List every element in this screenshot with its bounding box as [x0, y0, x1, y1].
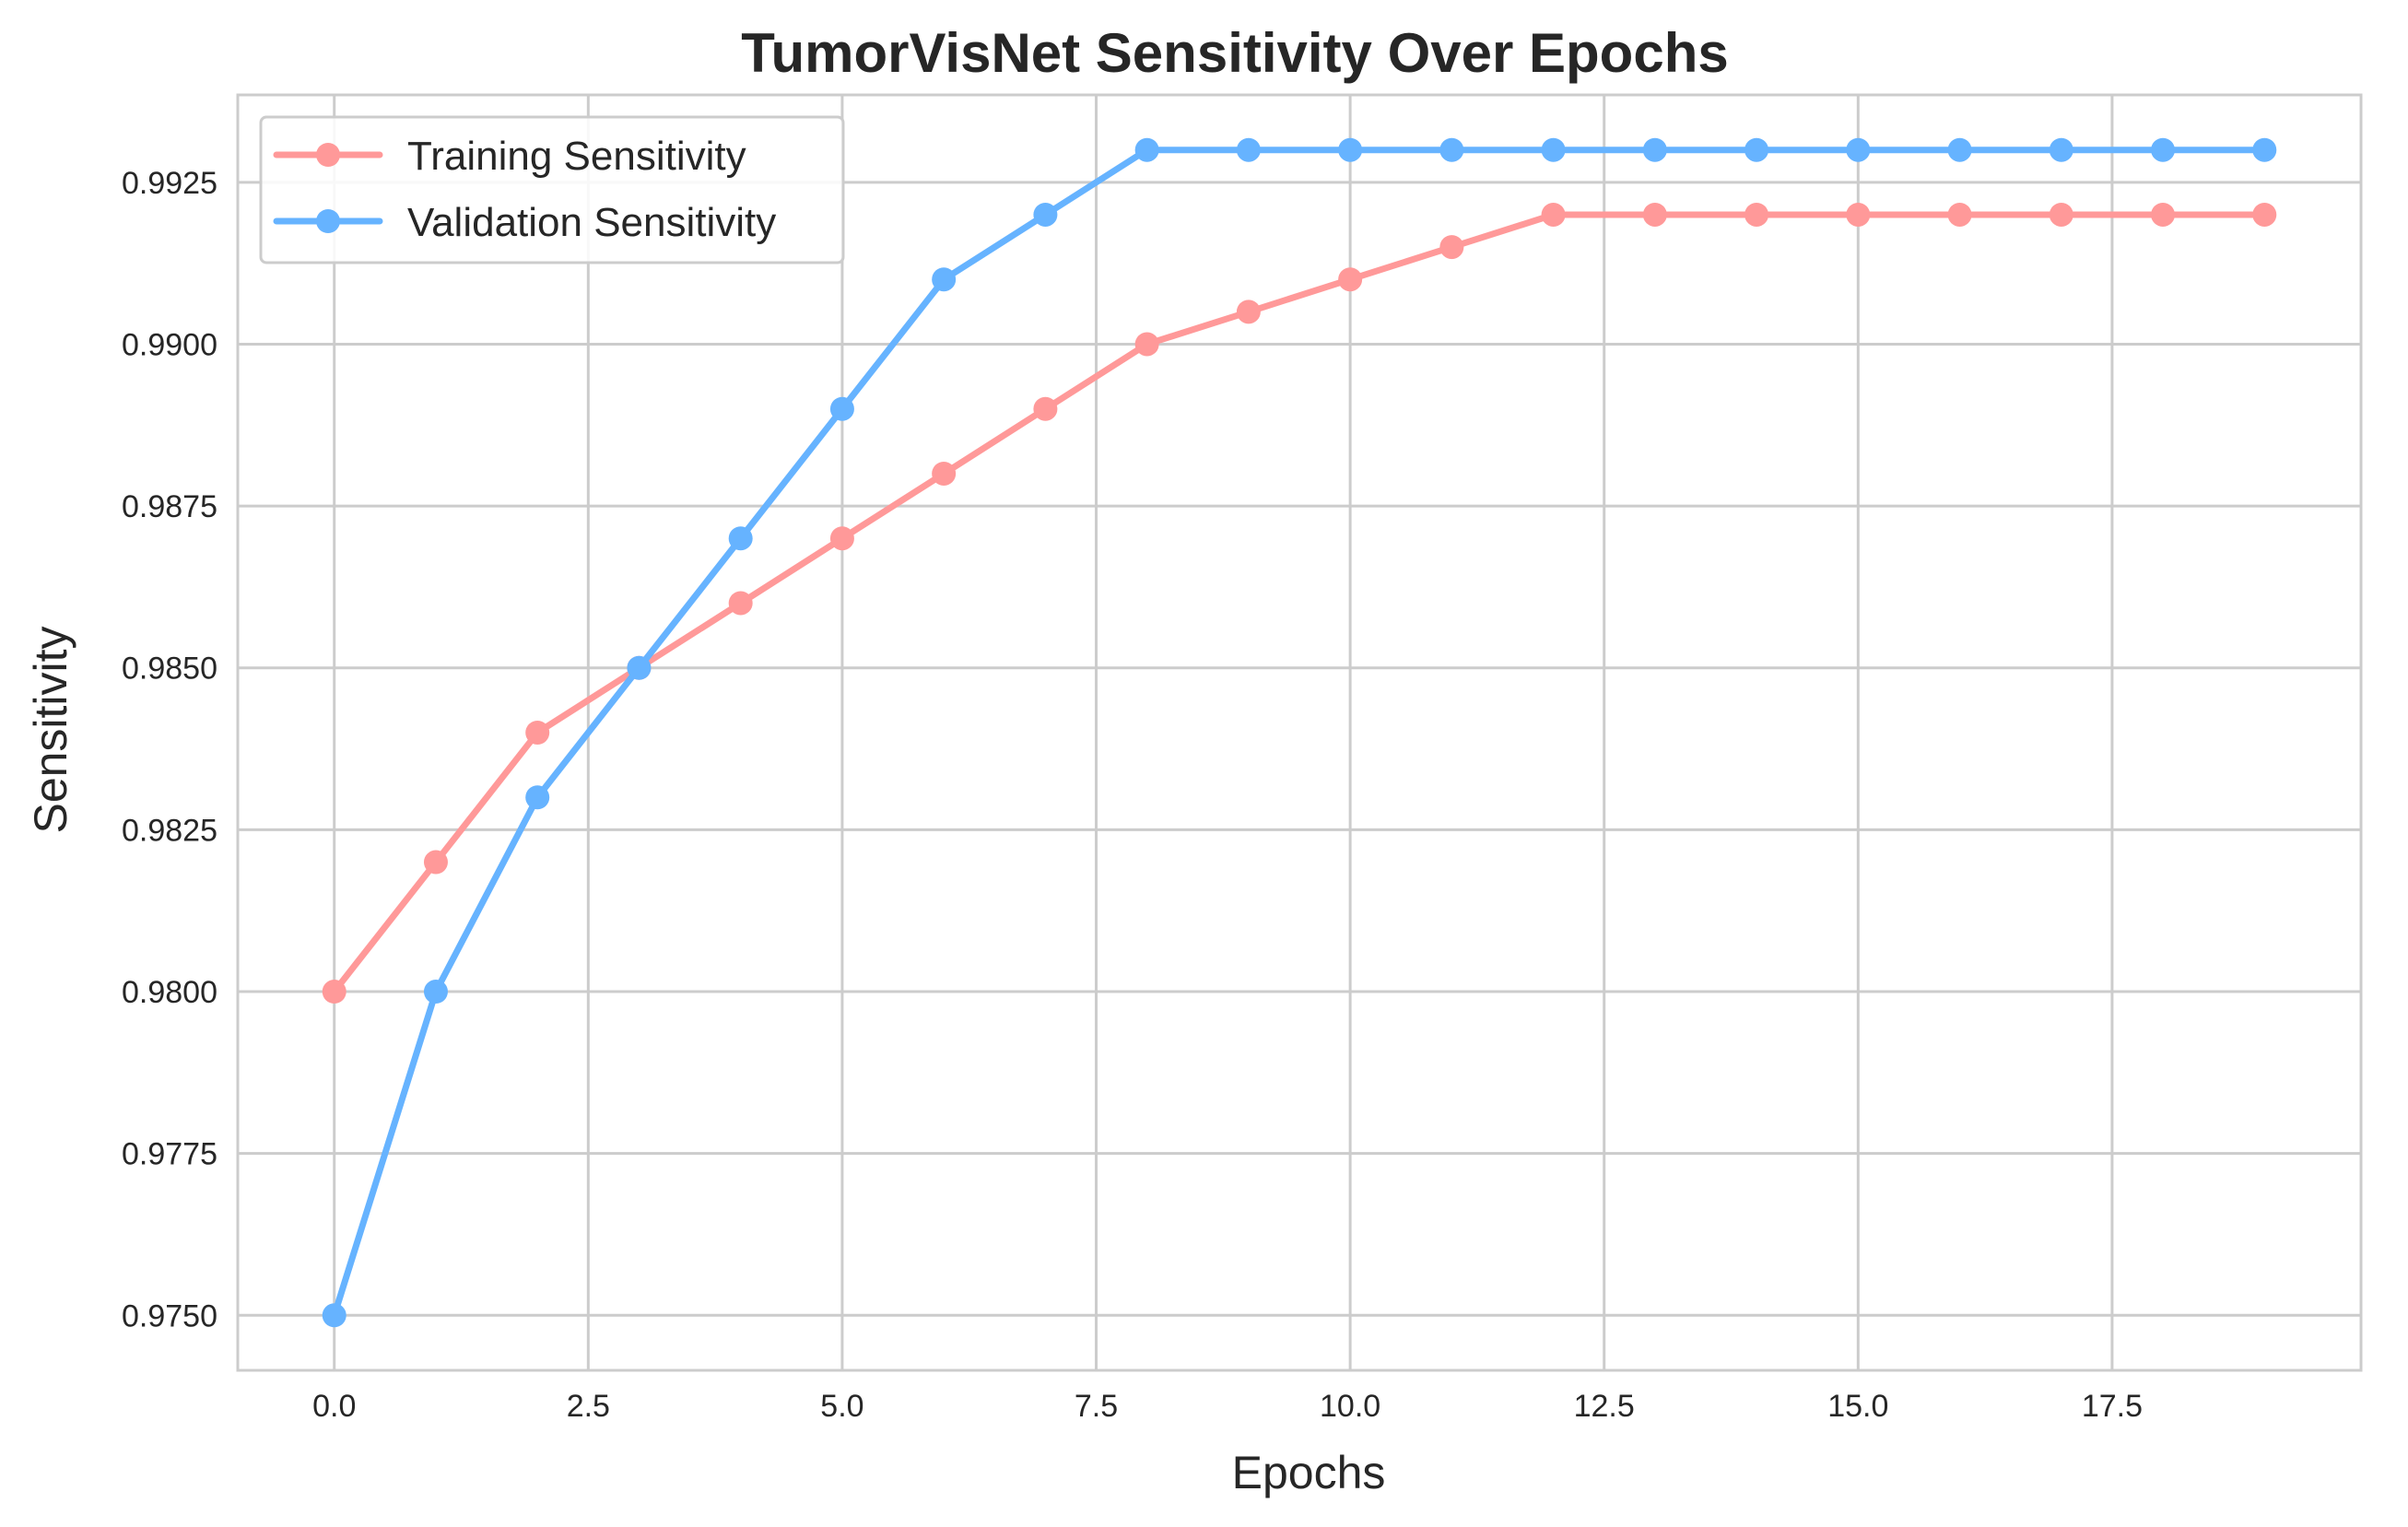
x-tick-labels: 0.0 2.5 5.0 7.5 10.0 12.5 15.0 17.5 — [312, 1389, 2143, 1424]
x-tick-label: 17.5 — [2082, 1389, 2143, 1424]
y-tick-label: 0.9850 — [122, 652, 217, 687]
y-tick-label: 0.9750 — [122, 1298, 217, 1333]
data-point-validation — [728, 526, 753, 551]
y-tick-label: 0.9825 — [122, 813, 217, 848]
series-validation — [322, 137, 2277, 1328]
data-point-validation — [2252, 137, 2277, 162]
data-point-validation — [1338, 137, 1363, 162]
y-tick-label: 0.9800 — [122, 975, 217, 1010]
chart-title: TumorVisNet Sensitivity Over Epochs — [741, 22, 1728, 84]
data-point-validation — [829, 396, 854, 421]
data-point-validation — [1134, 137, 1159, 162]
y-tick-label: 0.9875 — [122, 489, 217, 524]
data-point-training — [1134, 332, 1159, 357]
data-point-validation — [2151, 137, 2176, 162]
data-point-training — [525, 721, 550, 745]
x-tick-label: 0.0 — [312, 1389, 356, 1424]
y-tick-label: 0.9900 — [122, 327, 217, 362]
x-tick-label: 2.5 — [567, 1389, 610, 1424]
data-point-validation — [322, 1303, 347, 1328]
data-point-training — [1236, 300, 1261, 324]
data-point-validation — [1236, 137, 1261, 162]
data-point-validation — [423, 980, 448, 1004]
data-point-validation — [932, 267, 957, 292]
data-point-validation — [1541, 137, 1566, 162]
data-point-validation — [1947, 137, 1972, 162]
data-point-training — [1033, 396, 1058, 421]
legend-label-validation: Validation Sensitivity — [407, 200, 776, 245]
x-tick-label: 7.5 — [1075, 1389, 1118, 1424]
data-point-training — [2252, 202, 2277, 227]
data-point-training — [1947, 202, 1972, 227]
data-point-validation — [1642, 137, 1667, 162]
data-point-training — [1541, 202, 1566, 227]
data-point-validation — [1744, 137, 1769, 162]
data-point-training — [2049, 202, 2073, 227]
legend: Training Sensitivity Validation Sensitiv… — [259, 115, 845, 264]
grid — [238, 95, 2361, 1370]
legend-marker-training — [316, 143, 340, 167]
series-line-training — [331, 211, 2268, 995]
data-point-validation — [1846, 137, 1871, 162]
data-point-training — [728, 591, 753, 616]
data-point-validation — [2049, 137, 2073, 162]
x-tick-label: 5.0 — [820, 1389, 863, 1424]
data-point-training — [1744, 202, 1769, 227]
data-point-validation — [1033, 202, 1058, 227]
data-point-training — [932, 461, 957, 486]
data-point-training — [2151, 202, 2176, 227]
x-tick-label: 15.0 — [1827, 1389, 1888, 1424]
x-tick-label: 12.5 — [1574, 1389, 1635, 1424]
x-tick-label: 10.0 — [1320, 1389, 1380, 1424]
data-point-training — [829, 526, 854, 551]
data-point-training — [1642, 202, 1667, 227]
series-line-validation — [331, 147, 2268, 1319]
data-point-training — [1439, 235, 1464, 260]
plot-frame — [236, 93, 2363, 1372]
data-point-validation — [1439, 137, 1464, 162]
y-axis-label: Sensitivity — [25, 626, 76, 833]
y-tick-label: 0.9775 — [122, 1137, 217, 1172]
data-point-training — [322, 980, 347, 1004]
series-layer — [322, 137, 2277, 1328]
data-point-training — [1846, 202, 1871, 227]
data-point-training — [423, 850, 448, 875]
data-point-validation — [627, 655, 652, 680]
legend-marker-validation — [316, 209, 340, 233]
y-tick-labels: 0.9750 0.9775 0.9800 0.9825 0.9850 0.9875 0.99… — [122, 166, 217, 1333]
data-point-validation — [525, 785, 550, 810]
y-tick-label: 0.9925 — [122, 166, 217, 201]
series-training — [322, 202, 2277, 1004]
legend-box — [259, 115, 845, 264]
legend-label-training: Training Sensitivity — [407, 134, 746, 179]
x-axis-label: Epochs — [1232, 1447, 1386, 1498]
data-point-training — [1338, 267, 1363, 292]
